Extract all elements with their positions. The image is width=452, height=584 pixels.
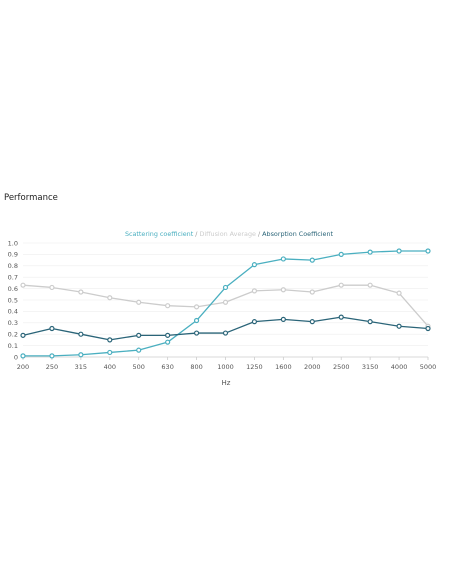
data-point — [251, 319, 258, 325]
x-tick-label: 200 — [17, 363, 29, 371]
series-absorption — [20, 314, 431, 343]
x-tick-label: 400 — [104, 363, 116, 371]
data-point — [49, 325, 55, 332]
data-point — [251, 262, 258, 268]
y-tick-label: 0.2 — [8, 331, 18, 339]
data-point — [425, 248, 431, 254]
data-point — [165, 339, 171, 345]
y-tick-label: 0.4 — [8, 308, 18, 316]
data-point — [309, 319, 315, 325]
legend-separator: / — [256, 230, 262, 238]
y-tick-label: 0.9 — [8, 251, 18, 259]
data-point — [136, 332, 142, 338]
data-point — [78, 289, 84, 295]
legend-item-absorption[interactable]: Absorption Coefficient — [262, 230, 333, 238]
data-point — [136, 299, 142, 305]
data-point — [193, 304, 200, 310]
data-point — [136, 347, 142, 353]
svg-text:Scattering coefficient / Diffu: Scattering coefficient / Diffusion Avera… — [125, 230, 334, 238]
data-point — [425, 325, 431, 332]
data-point — [309, 289, 315, 295]
x-tick-label: 2000 — [304, 363, 321, 371]
data-point — [165, 303, 171, 309]
data-point — [338, 282, 344, 288]
data-point — [193, 317, 200, 324]
legend-separator: / — [193, 230, 199, 238]
data-point — [222, 330, 229, 336]
data-point — [222, 284, 229, 291]
data-point — [309, 257, 315, 263]
y-tick-label: 0.5 — [8, 296, 18, 304]
data-point — [338, 251, 344, 258]
data-point — [165, 332, 171, 338]
x-tick-label: 3150 — [362, 363, 379, 371]
x-tick-label: 5000 — [420, 363, 437, 371]
legend-item-scattering[interactable]: Scattering coefficient — [125, 230, 194, 238]
series-diffusion — [20, 282, 431, 329]
data-point — [251, 288, 258, 294]
x-tick-label: 1250 — [246, 363, 263, 371]
data-point — [367, 319, 373, 325]
data-point — [367, 249, 373, 255]
performance-line-chart: Scattering coefficient / Diffusion Avera… — [8, 230, 437, 387]
y-tick-label: 0.7 — [8, 274, 18, 282]
y-tick-label: 1.0 — [8, 239, 18, 247]
data-point — [107, 349, 113, 356]
data-point — [193, 330, 200, 336]
data-point — [20, 332, 26, 338]
legend-item-diffusion[interactable]: Diffusion Average — [199, 230, 256, 238]
x-tick-label: 250 — [46, 363, 58, 371]
data-point — [338, 314, 344, 320]
chart-grid — [23, 242, 428, 346]
data-point — [222, 299, 229, 305]
x-tick-label: 2500 — [333, 363, 350, 371]
x-axis: 200 250 315 400 500 630 800 1000 1250 1600 2000 250… — [17, 356, 437, 371]
y-tick-label: 0.3 — [8, 319, 18, 327]
data-point — [367, 282, 373, 288]
y-axis: 0 0.1 0.2 0.3 0.4 0.5 0.6 0.7 0.8 0.9 1.0 — [8, 239, 18, 361]
data-point — [280, 256, 286, 262]
data-point — [396, 248, 402, 254]
data-point — [20, 353, 26, 359]
x-tick-label: 630 — [161, 363, 173, 371]
x-tick-label: 4000 — [391, 363, 408, 371]
chart-legend: Scattering coefficient / Diffusion Avera… — [125, 230, 334, 238]
data-point — [78, 352, 84, 358]
x-tick-label: 1000 — [217, 363, 234, 371]
data-point — [396, 290, 402, 296]
data-point — [107, 337, 113, 343]
data-point — [49, 353, 55, 359]
series-scattering — [20, 248, 431, 359]
data-point — [280, 316, 286, 322]
y-tick-label: 0.8 — [8, 262, 18, 270]
y-tick-label: 0.1 — [8, 342, 18, 350]
data-point — [78, 331, 84, 337]
x-tick-label: 315 — [75, 363, 87, 371]
series-line — [22, 316, 429, 341]
data-point — [107, 295, 113, 301]
y-tick-label: 0 — [14, 353, 18, 361]
x-tick-label: 800 — [190, 363, 202, 371]
data-point — [49, 284, 55, 291]
data-point — [396, 323, 402, 329]
data-point — [20, 282, 26, 288]
y-tick-label: 0.6 — [8, 285, 18, 293]
data-point — [280, 287, 286, 293]
x-axis-label: Hz — [222, 379, 231, 387]
chart-series — [20, 248, 431, 359]
series-line — [22, 284, 429, 327]
section-heading: Performance — [4, 193, 58, 203]
x-tick-label: 1600 — [275, 363, 292, 371]
x-tick-label: 500 — [133, 363, 145, 371]
